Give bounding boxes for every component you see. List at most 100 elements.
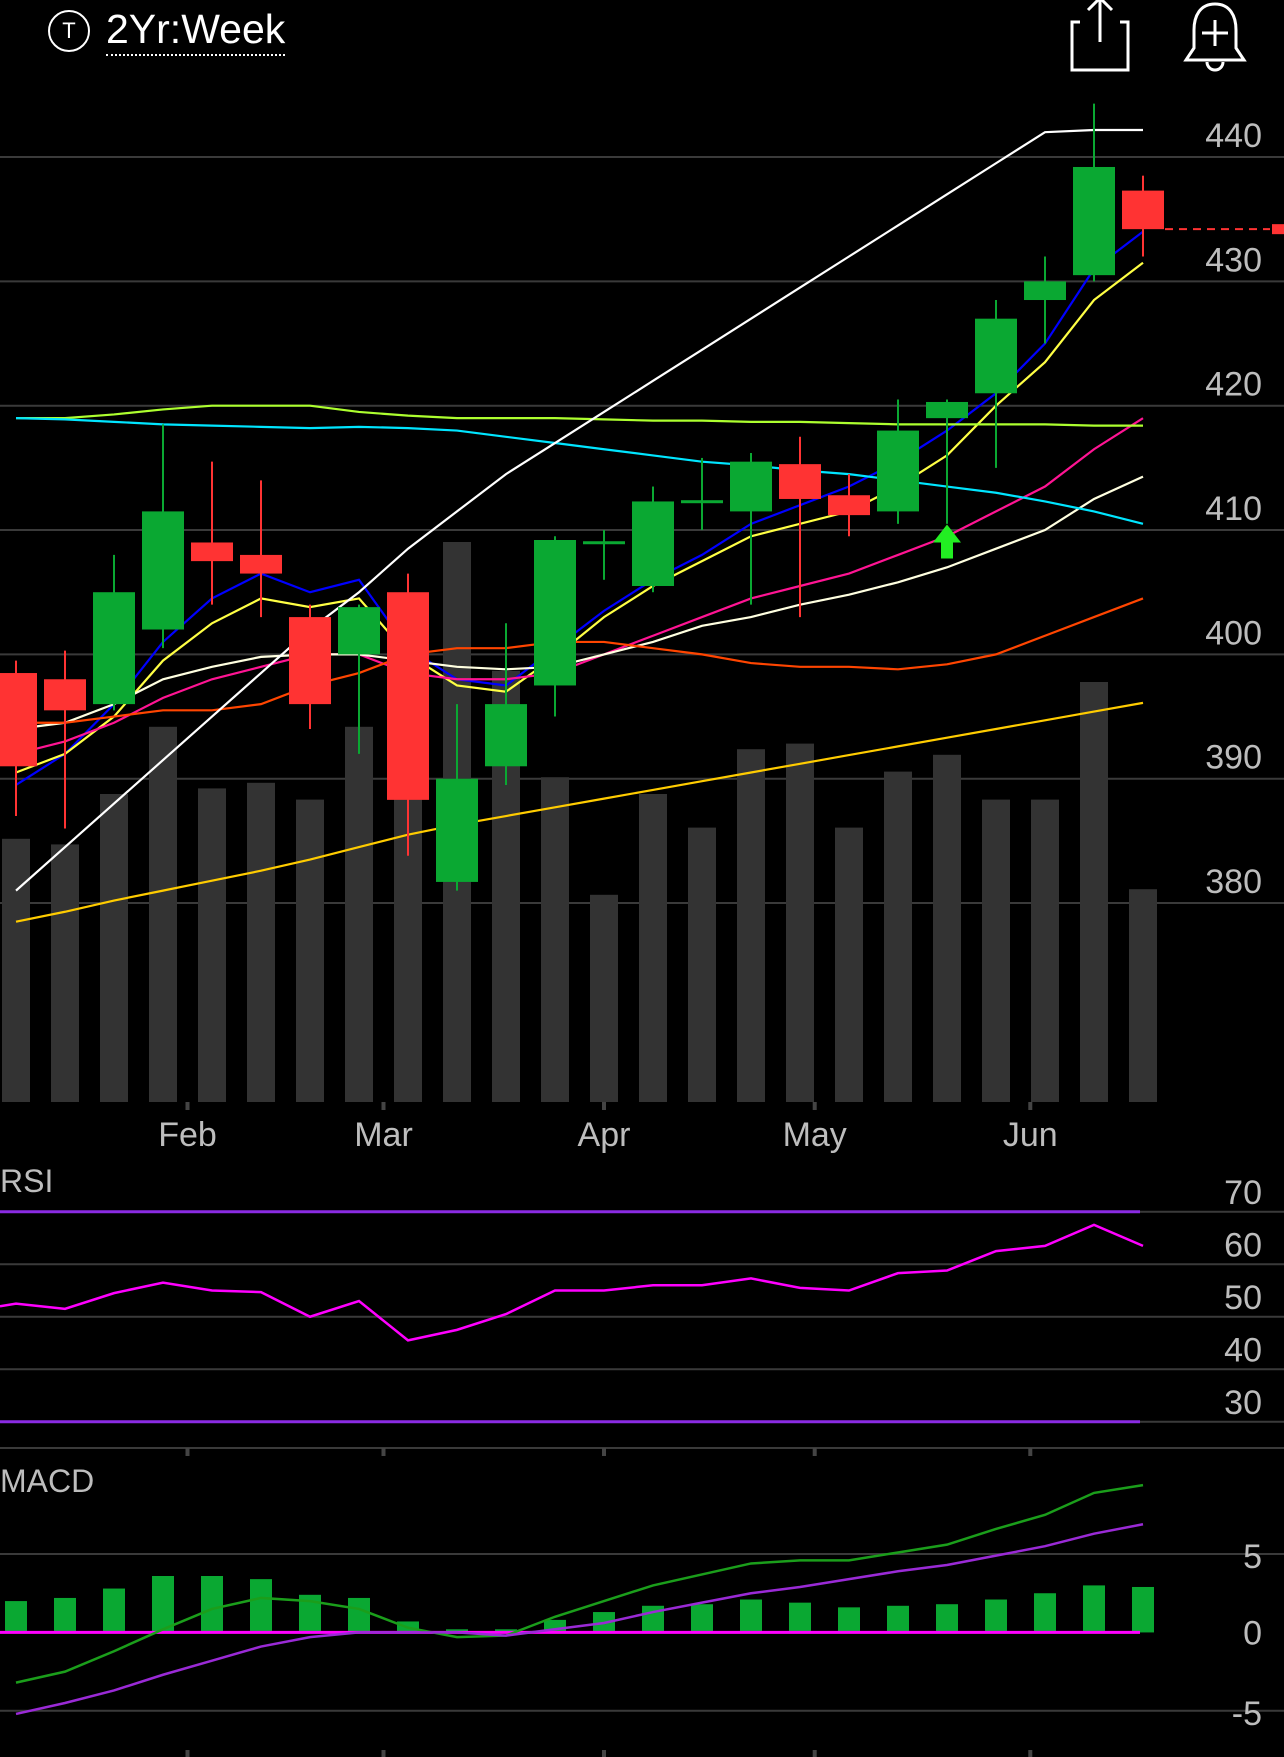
candle-body — [534, 539, 576, 686]
volume-bar — [933, 754, 961, 1102]
time-range-selector[interactable]: 2Yr:Week — [106, 6, 286, 56]
candle-up — [975, 300, 1017, 468]
volume-bar — [737, 749, 765, 1102]
volume-bar — [884, 771, 912, 1102]
rsi-line — [0, 1223, 1144, 1342]
volume-bar — [590, 894, 618, 1102]
volume-bar — [345, 726, 373, 1102]
candle-down — [779, 436, 821, 618]
candle-body — [44, 679, 86, 711]
macd-histogram-bar — [936, 1604, 958, 1633]
share-button[interactable] — [1070, 0, 1134, 72]
volume-bar — [296, 799, 324, 1102]
candle-body — [142, 511, 184, 630]
macd-histogram-bar — [887, 1605, 909, 1633]
candle-down — [828, 474, 870, 537]
volume-bar — [982, 799, 1010, 1102]
candle-up — [681, 457, 723, 531]
macd-histogram-bar — [446, 1629, 468, 1633]
moving-average-line — [15, 475, 1144, 731]
candle-up — [583, 530, 625, 580]
moving-average-line — [15, 701, 1144, 923]
volume-bar — [639, 794, 667, 1102]
candle-body — [828, 495, 870, 516]
macd-axis-label: -5 — [1232, 1695, 1262, 1733]
macd-histogram-bar — [1083, 1585, 1105, 1633]
candle-up — [1024, 256, 1066, 344]
moving-average-line — [16, 597, 1144, 724]
moving-average-line — [16, 404, 1143, 427]
macd-axis-label: 0 — [1243, 1614, 1262, 1652]
candle-body — [681, 500, 723, 504]
rsi-title: RSI — [0, 1163, 53, 1199]
volume-bar — [1129, 889, 1157, 1102]
volume-bar — [100, 794, 128, 1102]
bell-plus-icon — [1183, 2, 1247, 72]
candle-body — [436, 778, 478, 882]
candle-body — [289, 617, 331, 705]
price-axis-label: 410 — [1205, 490, 1262, 528]
macd-histogram-bar — [495, 1629, 517, 1633]
candle-body — [0, 673, 37, 767]
macd-histogram-bar — [1132, 1586, 1154, 1633]
moving-average-line — [15, 128, 1143, 892]
candle-up — [93, 554, 135, 711]
candle-body — [338, 607, 380, 655]
macd-histogram-bar — [985, 1599, 1007, 1633]
price-axis-label: 440 — [1205, 117, 1262, 155]
volume-bar — [2, 838, 30, 1102]
add-alert-button[interactable] — [1180, 0, 1250, 72]
price-axis-label: 380 — [1205, 863, 1262, 901]
volume-bar — [51, 844, 79, 1102]
macd-histogram-bar — [1034, 1593, 1056, 1633]
candle-body — [1024, 281, 1066, 301]
candle-body — [730, 461, 772, 512]
volume-bar — [198, 788, 226, 1102]
volume-bar — [541, 777, 569, 1102]
price-axis-label: 400 — [1205, 614, 1262, 652]
x-axis-label: Jun — [1003, 1116, 1058, 1154]
candle-body — [387, 592, 429, 800]
volume-bar — [786, 743, 814, 1102]
candle-up — [436, 704, 478, 891]
candle-body — [240, 554, 282, 574]
volume-bar — [247, 782, 275, 1102]
macd-histogram-bar — [201, 1576, 223, 1633]
last-price-marker — [1272, 224, 1284, 235]
candle-body — [926, 401, 968, 419]
macd-histogram-bar — [348, 1597, 370, 1633]
candle-up — [485, 623, 527, 785]
rsi-axis-label: 30 — [1224, 1384, 1262, 1422]
x-axis-label: Apr — [578, 1116, 631, 1154]
x-axis-label: Mar — [354, 1116, 413, 1154]
volume-bar — [149, 726, 177, 1102]
candle-down — [44, 650, 86, 829]
top-bar: T 2Yr:Week — [0, 0, 1284, 72]
macd-histogram-bar — [299, 1594, 321, 1633]
macd-histogram-bar — [250, 1579, 272, 1633]
candle-up — [877, 399, 919, 524]
candle-body — [632, 501, 674, 586]
rsi-axis-label: 40 — [1224, 1331, 1262, 1369]
chart-type-icon[interactable]: T — [48, 10, 90, 52]
macd-histogram-bar — [5, 1601, 27, 1633]
macd-histogram-bar — [103, 1588, 125, 1633]
volume-bar — [688, 827, 716, 1102]
volume-bar — [1080, 682, 1108, 1102]
volume-bar — [835, 827, 863, 1102]
candle-down — [240, 480, 282, 618]
candle-up — [632, 486, 674, 593]
rsi-axis-label: 60 — [1224, 1226, 1262, 1264]
candle-down — [387, 573, 429, 856]
macd-title: MACD — [0, 1463, 94, 1499]
candle-up — [534, 536, 576, 717]
candle-body — [1073, 166, 1115, 276]
volume-bar — [1031, 799, 1059, 1102]
x-axis-label: May — [783, 1116, 847, 1154]
candle-body — [877, 430, 919, 512]
candle-body — [485, 704, 527, 767]
moving-average-line — [15, 230, 1144, 786]
macd-histogram-bar — [838, 1607, 860, 1633]
price-axis-label: 430 — [1205, 241, 1262, 279]
